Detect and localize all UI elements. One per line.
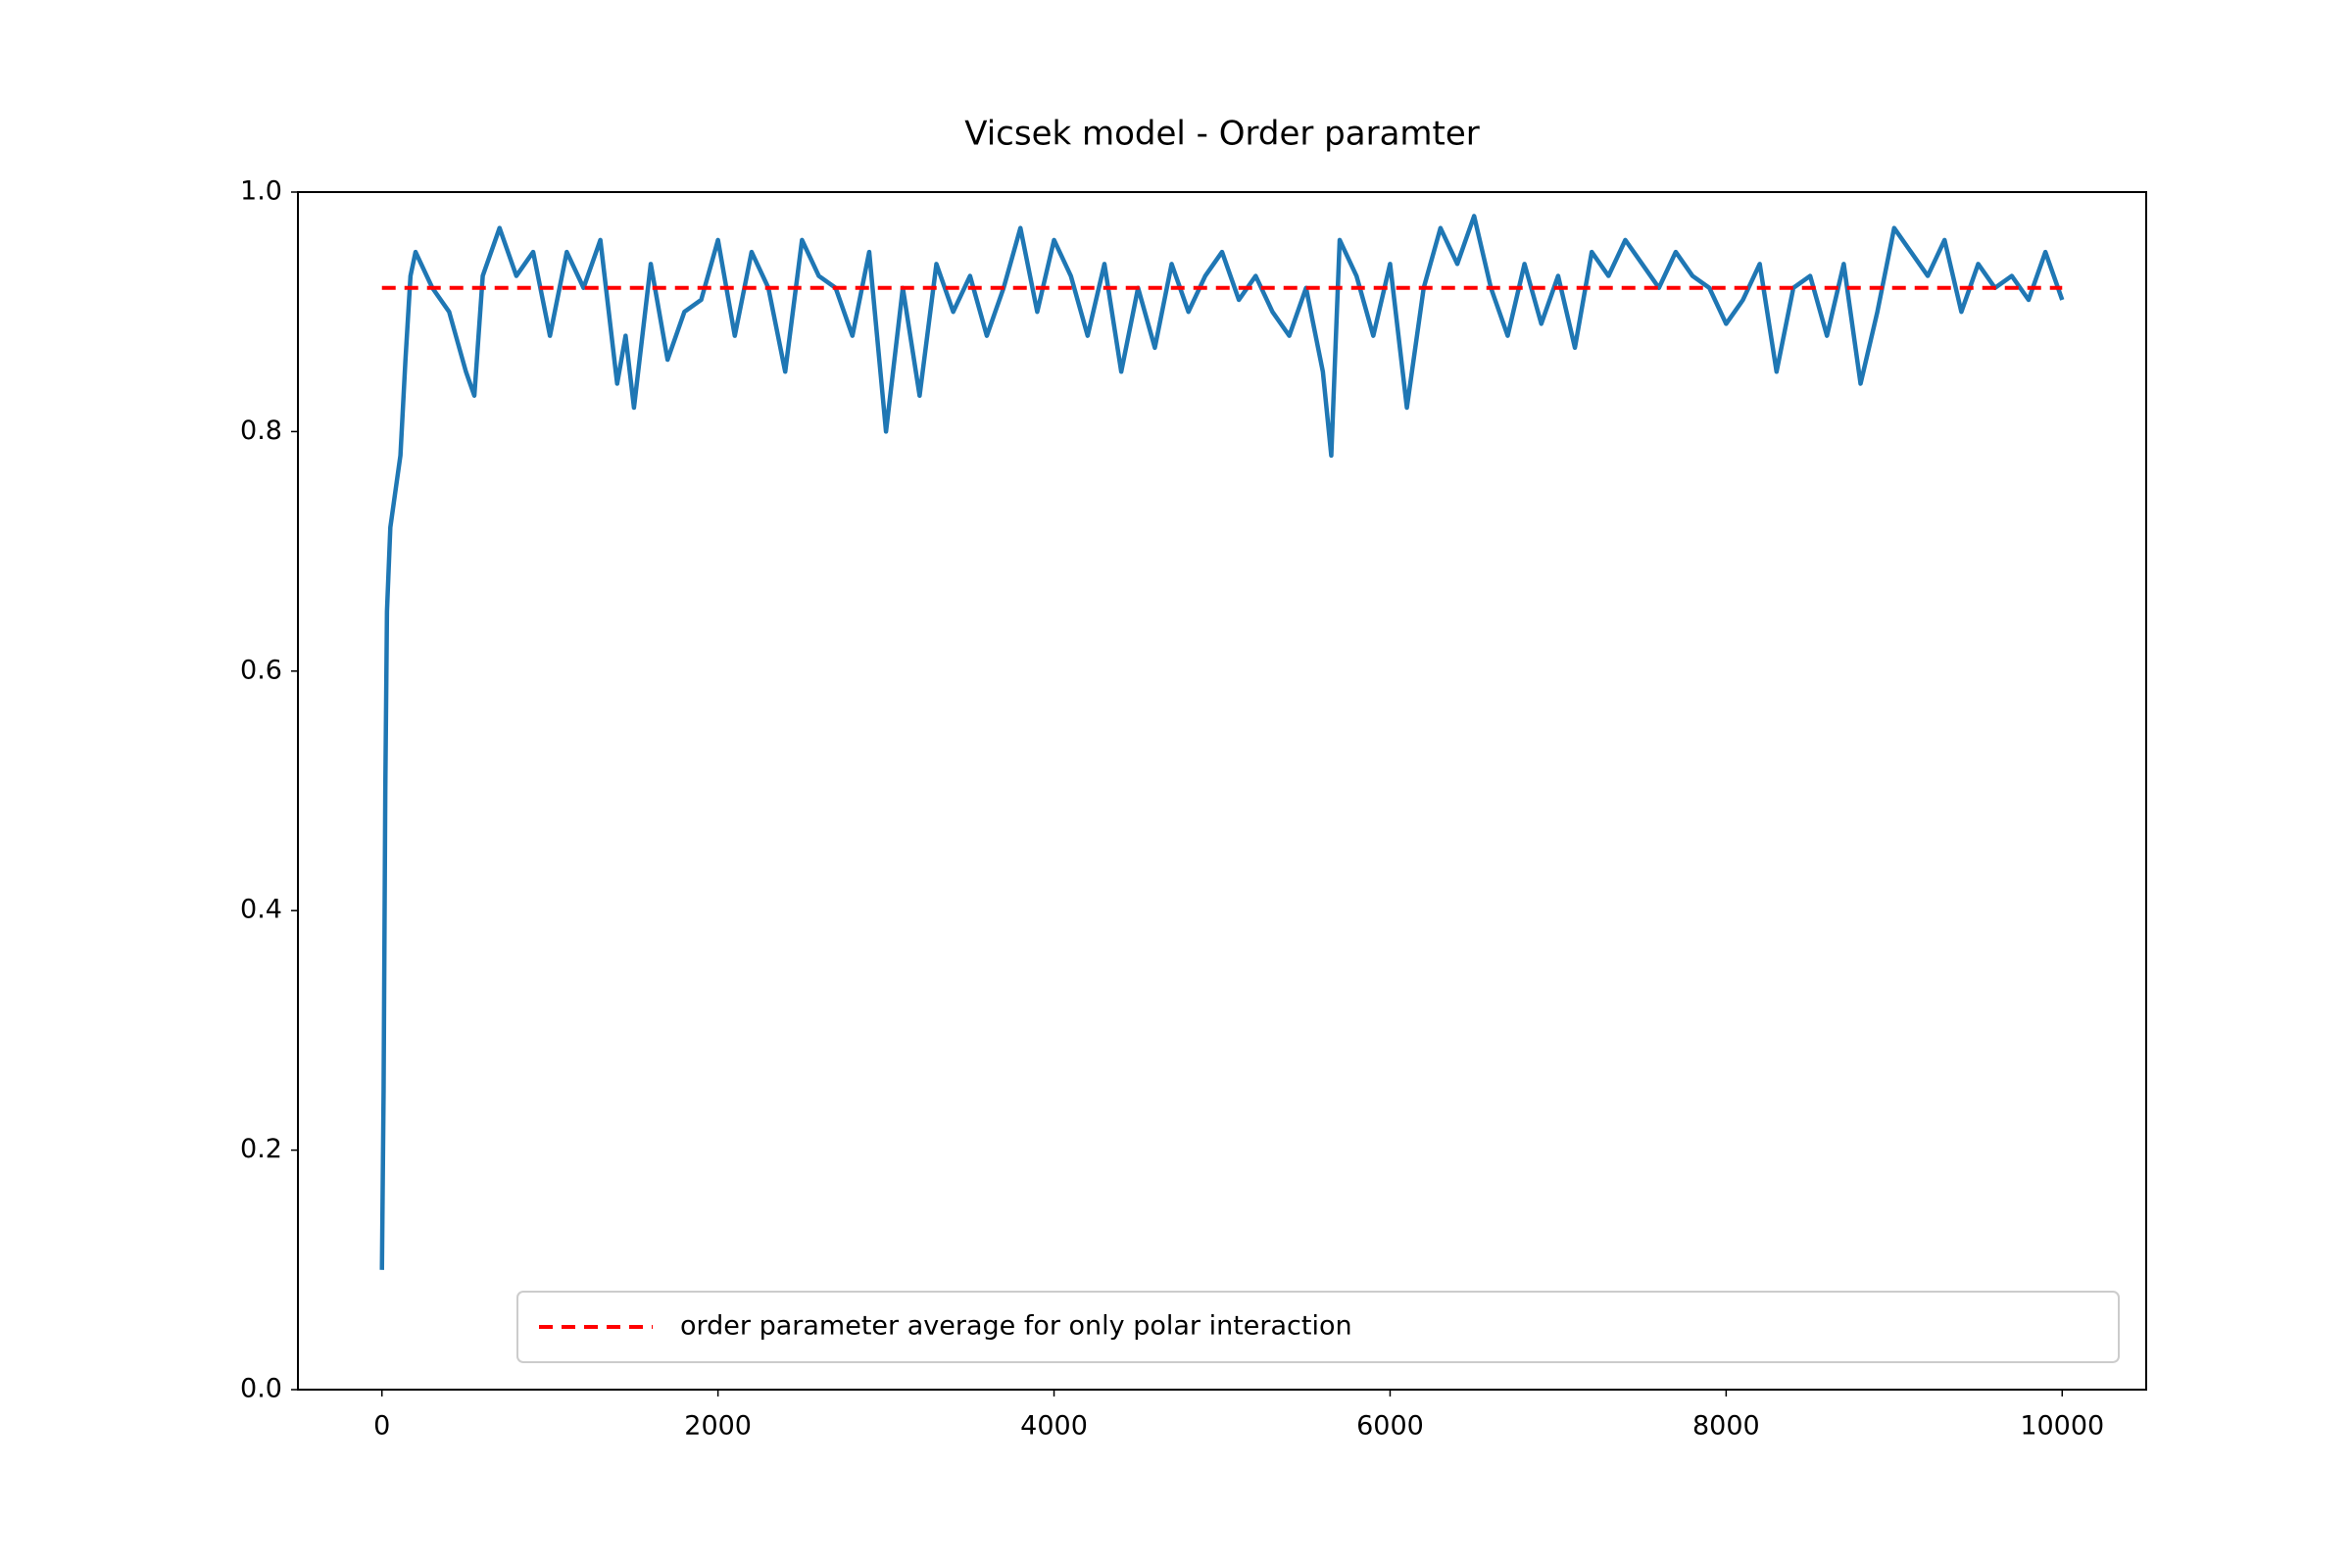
x-tick-label: 10000 xyxy=(2020,1411,2104,1442)
x-tick-label: 0 xyxy=(373,1411,390,1442)
x-tick-label: 8000 xyxy=(1692,1411,1760,1442)
y-tick-label: 0.4 xyxy=(240,895,282,925)
plot-frame xyxy=(297,191,2147,1391)
chart-title: Vicsek model - Order paramter xyxy=(964,115,1480,154)
y-tick-label: 0.2 xyxy=(240,1134,282,1164)
legend-box xyxy=(516,1291,2120,1363)
x-tick-label: 4000 xyxy=(1020,1411,1088,1442)
series-line xyxy=(379,214,2065,1270)
legend-label: order parameter average for only polar i… xyxy=(680,1311,1352,1342)
y-tick-label: 0.8 xyxy=(240,416,282,446)
x-tick-label: 6000 xyxy=(1356,1411,1424,1442)
x-tick-label: 2000 xyxy=(684,1411,752,1442)
y-tick-label: 0.0 xyxy=(240,1374,282,1404)
y-tick-label: 1.0 xyxy=(240,176,282,207)
y-tick-label: 0.6 xyxy=(240,655,282,685)
